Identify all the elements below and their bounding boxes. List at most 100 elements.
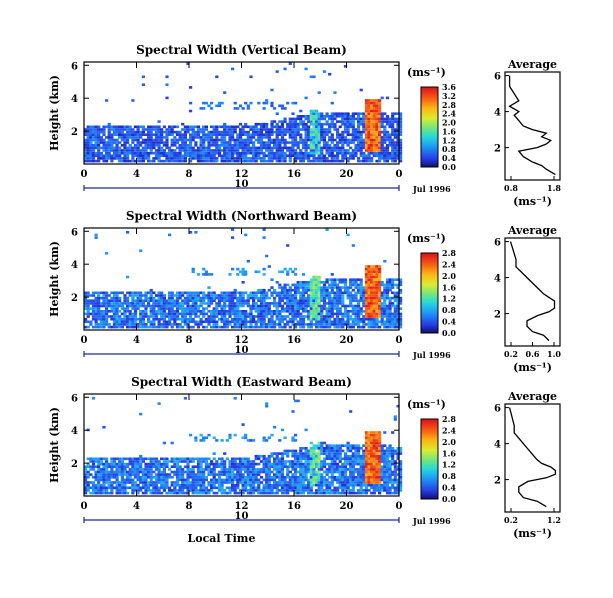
heatmap-cell xyxy=(191,460,195,463)
heatmap-cell xyxy=(152,146,156,150)
heatmap-cell xyxy=(189,101,193,105)
heatmap-cell xyxy=(283,325,287,329)
heatmap-cell xyxy=(249,486,253,490)
heatmap-cell xyxy=(343,489,348,492)
heatmap-cell xyxy=(388,141,392,144)
heatmap-cell xyxy=(307,157,311,160)
heatmap-cell xyxy=(102,133,106,136)
heatmap-cell xyxy=(343,320,348,324)
heatmap-cell xyxy=(359,307,363,310)
heatmap-cell xyxy=(343,291,348,295)
average-x-tick-label: 1.8 xyxy=(547,183,561,193)
heatmap-cell xyxy=(236,317,240,321)
heatmap-cell xyxy=(288,294,292,297)
x-tick-label: 0 xyxy=(396,169,403,180)
heatmap-cell xyxy=(286,130,290,134)
heatmap-cell xyxy=(372,283,376,287)
heatmap-cell xyxy=(233,101,237,105)
heatmap-cell xyxy=(283,291,287,295)
heatmap-cell xyxy=(241,489,245,492)
heatmap-cell xyxy=(112,125,117,129)
heatmap-cell xyxy=(278,270,282,274)
heatmap-cell xyxy=(396,112,400,115)
heatmap-cell xyxy=(102,425,106,429)
heatmap-cell xyxy=(175,460,180,463)
heatmap-cell xyxy=(280,286,285,289)
heatmap-cell xyxy=(115,138,119,142)
heatmap-cell xyxy=(375,304,379,308)
heatmap-cell xyxy=(147,130,151,134)
heatmap-cell xyxy=(291,460,295,463)
heatmap-cell xyxy=(336,149,340,152)
heatmap-cell xyxy=(191,138,195,142)
heatmap-cell xyxy=(244,159,248,163)
heatmap-cell xyxy=(246,476,250,479)
heatmap-cell xyxy=(336,462,340,466)
heatmap-cell xyxy=(391,130,395,134)
heatmap-cell xyxy=(170,130,174,134)
heatmap-cell xyxy=(301,296,306,300)
heatmap-cell xyxy=(157,481,161,484)
heatmap-cell xyxy=(304,315,308,318)
heatmap-cell xyxy=(257,122,261,126)
heatmap-cell xyxy=(210,478,214,482)
heatmap-cell xyxy=(257,462,261,466)
heatmap-cell xyxy=(341,489,345,492)
heatmap-cell xyxy=(133,468,138,471)
heatmap-cell xyxy=(294,460,298,463)
colorbar-step xyxy=(421,293,438,296)
heatmap-cell xyxy=(223,468,227,471)
heatmap-cell xyxy=(312,125,316,129)
heatmap-cell xyxy=(336,447,340,450)
heatmap-cell xyxy=(275,133,279,136)
heatmap-cell xyxy=(367,283,371,287)
heatmap-cell xyxy=(102,325,106,329)
heatmap-cell xyxy=(136,323,140,326)
heatmap-cell xyxy=(105,157,109,160)
heatmap-cell xyxy=(380,307,384,310)
heatmap-cell xyxy=(312,115,316,118)
heatmap-cell xyxy=(278,468,282,471)
heatmap-cell xyxy=(97,491,101,495)
colorbar-step xyxy=(421,159,438,162)
heatmap-cell xyxy=(388,125,392,129)
heatmap-cell xyxy=(105,144,109,147)
heatmap-cell xyxy=(294,273,298,276)
heatmap-cell xyxy=(244,270,248,274)
heatmap-cell xyxy=(220,310,224,313)
heatmap-cell xyxy=(120,307,124,310)
heatmap-cell xyxy=(265,154,269,158)
heatmap-cell xyxy=(183,154,187,158)
heatmap-cell xyxy=(299,117,303,121)
heatmap-cell xyxy=(223,291,227,295)
heatmap-cell xyxy=(170,310,174,313)
heatmap-cell xyxy=(102,476,106,479)
heatmap-cell xyxy=(152,296,156,300)
heatmap-cell xyxy=(154,486,159,490)
heatmap-cell xyxy=(312,151,316,155)
heatmap-cell xyxy=(165,483,169,487)
heatmap-cell xyxy=(246,302,250,305)
heatmap-cell xyxy=(265,470,269,474)
heatmap-cell xyxy=(259,304,264,308)
heatmap-cell xyxy=(349,125,353,129)
heatmap-cell xyxy=(183,323,187,326)
heatmap-cell xyxy=(301,120,306,123)
heatmap-cell xyxy=(241,281,245,284)
heatmap-cell xyxy=(378,109,382,113)
heatmap-cell xyxy=(257,491,261,495)
heatmap-cell xyxy=(294,138,298,142)
heatmap-cell xyxy=(115,468,119,471)
heatmap-cell xyxy=(278,317,282,321)
heatmap-cell xyxy=(301,470,306,474)
heatmap-cell xyxy=(220,491,224,495)
heatmap-cell xyxy=(291,489,295,492)
heatmap-cell xyxy=(393,317,397,321)
heatmap-cell xyxy=(259,157,264,160)
heatmap-cell xyxy=(378,278,382,281)
heatmap-cell xyxy=(273,299,277,302)
heatmap-cell xyxy=(254,476,258,479)
heatmap-cell xyxy=(375,122,379,126)
heatmap-cell xyxy=(320,112,324,115)
heatmap-cell xyxy=(136,144,140,147)
